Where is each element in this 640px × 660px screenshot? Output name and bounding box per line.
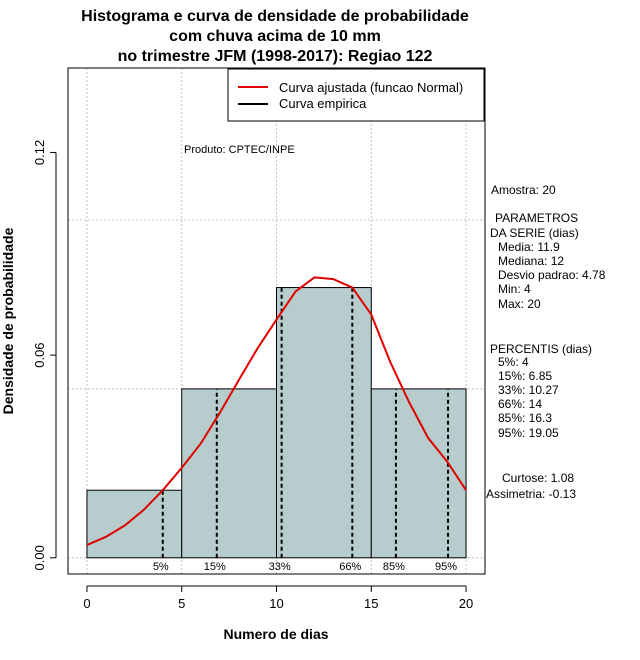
x-tick-label: 10 (269, 596, 283, 611)
histogram-bar (181, 388, 278, 559)
percentile-label: 33% (269, 561, 291, 573)
legend-label-fitted: Curva ajustada (funcao Normal) (279, 80, 463, 95)
percentile-label: 15% (204, 561, 226, 573)
percentile-label: 66% (339, 561, 361, 573)
percentile-label: 95% (435, 561, 457, 573)
stat-p5: 5%: 4 (498, 355, 529, 369)
chart-title-line-2: com chuva acima de 10 mm (169, 28, 381, 45)
chart-title-line-1: Histograma e curva de densidade de proba… (81, 8, 469, 25)
stat-percentiles-title: PERCENTIS (dias) (490, 342, 592, 356)
y-tick-label: 0.00 (32, 545, 47, 570)
stats-panel: Amostra: 20 PARAMETROS DA SERIE (dias) M… (486, 183, 606, 501)
histogram-bar (86, 489, 183, 559)
stat-p66: 66%: 14 (498, 397, 542, 411)
percentile-label: 85% (383, 561, 405, 573)
stat-skewness: Assimetria: -0.13 (486, 487, 576, 501)
stat-sample-size: Amostra: 20 (491, 183, 556, 197)
chart-title-line-3: no trimestre JFM (1998-2017): Regiao 122 (118, 48, 433, 65)
histogram-bar (276, 287, 372, 559)
plot-frame (67, 67, 486, 575)
legend-box (227, 68, 485, 122)
stat-max: Max: 20 (498, 297, 541, 311)
x-tick-label: 20 (459, 596, 473, 611)
histogram-bar (370, 388, 467, 559)
x-axis-title: Numero de dias (223, 626, 328, 642)
stat-params-title-1: PARAMETROS (495, 211, 578, 225)
stat-kurtosis: Curtose: 1.08 (502, 471, 574, 485)
legend-label-empirical: Curva empirica (279, 96, 367, 111)
x-tick-label: 0 (83, 596, 90, 611)
percentile-markers: 5% 15% 33% 66% 85% 95% (153, 287, 457, 573)
product-annotation: Produto: CPTEC/INPE (184, 144, 295, 156)
x-tick-label: 15 (364, 596, 378, 611)
y-tick-label: 0.12 (32, 140, 47, 165)
stat-params-title-2: DA SERIE (dias) (490, 226, 579, 240)
y-axis: 0.00 0.06 0.12 (32, 140, 57, 570)
stat-p15: 15%: 6.85 (498, 369, 552, 383)
stat-mean: Media: 11.9 (498, 240, 560, 254)
stat-median: Mediana: 12 (498, 254, 564, 268)
stat-p85: 85%: 16.3 (498, 411, 552, 425)
percentile-label: 5% (153, 561, 169, 573)
fitted-normal-curve (86, 276, 467, 546)
legend: Curva ajustada (funcao Normal) Curva emp… (227, 68, 485, 122)
stat-p95: 95%: 19.05 (498, 426, 559, 440)
stat-p33: 33%: 10.27 (498, 383, 559, 397)
stat-stddev: Desvio padrao: 4.78 (498, 268, 606, 282)
stat-min: Min: 4 (498, 282, 531, 296)
x-tick-label: 5 (178, 596, 185, 611)
y-axis-title: Densidade de probabilidade (0, 227, 16, 414)
histogram-bars (86, 287, 467, 559)
x-axis: 0 5 10 15 20 (83, 585, 473, 611)
y-tick-label: 0.06 (32, 342, 47, 367)
